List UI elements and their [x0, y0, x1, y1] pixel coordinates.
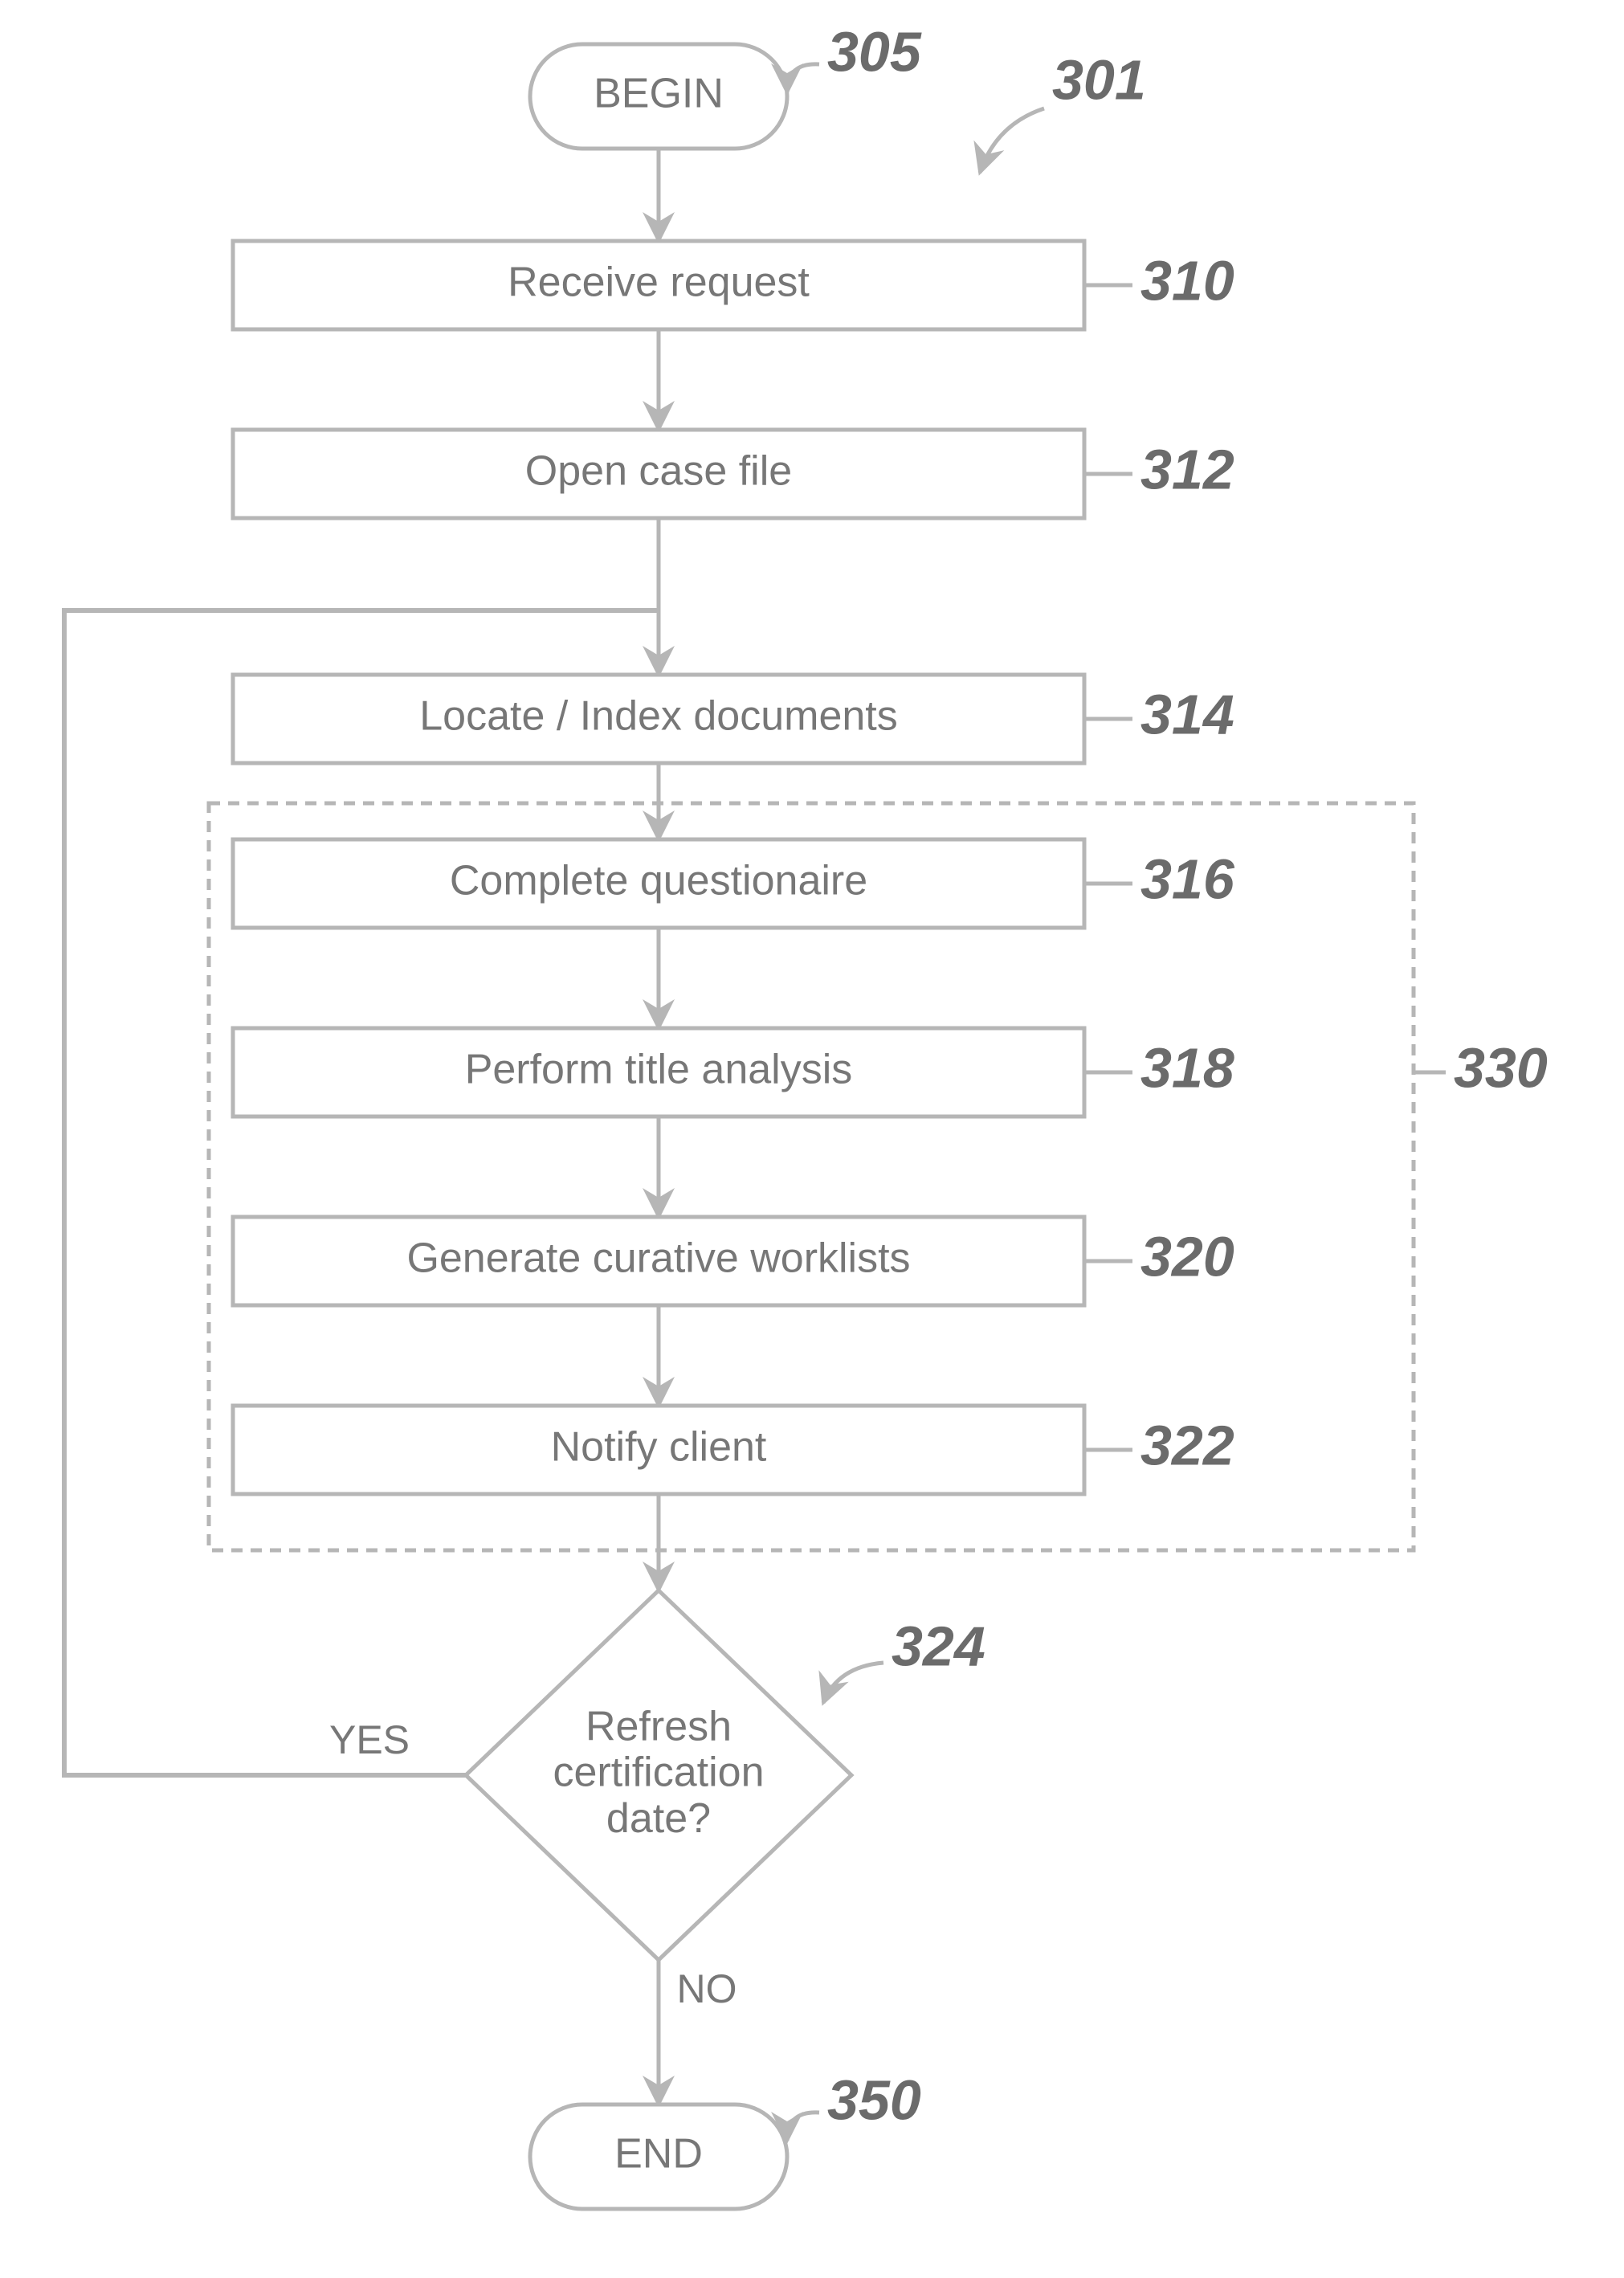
- process-label-n310: Receive request: [508, 259, 810, 306]
- ref-label-330: 330: [1454, 1036, 1548, 1099]
- ref-leader-301: [980, 108, 1044, 173]
- ref-label-301: 301: [1052, 48, 1146, 111]
- decision-line-0: Refresh: [586, 1704, 732, 1750]
- ref-label-305: 305: [827, 20, 922, 83]
- decision-line-2: date?: [606, 1795, 711, 1842]
- process-label-n322: Notify client: [551, 1424, 767, 1471]
- process-label-n318: Perform title analysis: [465, 1047, 853, 1093]
- ref-leader-350: [787, 2113, 819, 2141]
- loop-yes-path: [64, 610, 659, 1775]
- decision-line-1: certification: [553, 1749, 765, 1796]
- terminator-label-begin: BEGIN: [594, 71, 724, 117]
- ref-label-350: 350: [827, 2068, 921, 2131]
- branch-label-yes: YES: [329, 1717, 410, 1762]
- ref-leader-324: [823, 1663, 883, 1703]
- process-label-n312: Open case file: [525, 448, 792, 495]
- branch-label-no: NO: [677, 1966, 737, 2011]
- ref-label-310: 310: [1140, 249, 1234, 312]
- ref-leader-305: [787, 64, 819, 92]
- ref-label-322: 322: [1140, 1414, 1234, 1476]
- process-label-n314: Locate / Index documents: [419, 693, 898, 740]
- terminator-label-end: END: [614, 2131, 703, 2178]
- ref-label-314: 314: [1140, 683, 1234, 745]
- process-label-n320: Generate curative worklists: [406, 1235, 910, 1282]
- ref-label-318: 318: [1140, 1036, 1234, 1099]
- ref-label-316: 316: [1140, 847, 1235, 910]
- ref-label-320: 320: [1140, 1225, 1234, 1288]
- ref-label-312: 312: [1140, 438, 1234, 500]
- ref-label-324: 324: [892, 1615, 985, 1677]
- process-label-n316: Complete questionaire: [450, 858, 867, 904]
